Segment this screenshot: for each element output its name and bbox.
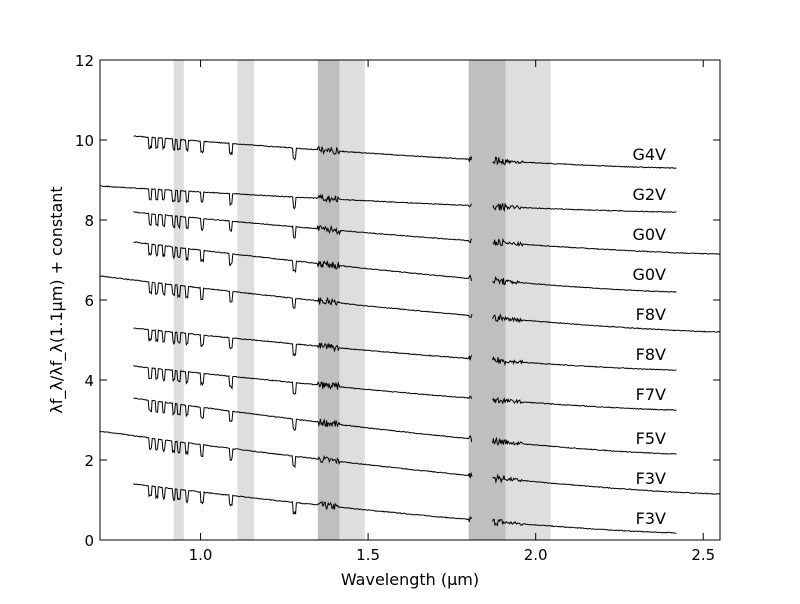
spectrum-label-6: G0V bbox=[632, 265, 666, 284]
spectra-series: F3V F3V F5V F7V F8V F8V G0V G0V G2V G4V bbox=[100, 136, 720, 533]
spectrum-4 bbox=[134, 328, 677, 370]
plot-frame bbox=[100, 60, 720, 540]
spectrum-1 bbox=[100, 431, 720, 494]
spectrum-0 bbox=[134, 484, 677, 533]
y-tick-label-1: 2 bbox=[84, 452, 94, 470]
spectrum-label-0: F3V bbox=[636, 509, 666, 528]
spectrum-label-2: F5V bbox=[636, 429, 666, 448]
spectrum-9 bbox=[134, 136, 677, 168]
x-tick-label-1: 1.5 bbox=[356, 546, 380, 564]
y-axis-label: λf_λ/λf_λ(1.1μm) + constant bbox=[47, 186, 67, 413]
y-tick-label-3: 6 bbox=[84, 292, 94, 310]
band-5 bbox=[506, 60, 551, 540]
y-tick-label-4: 8 bbox=[84, 212, 94, 230]
spectrum-label-7: G0V bbox=[632, 225, 666, 244]
band-0 bbox=[174, 60, 184, 540]
x-tick-label-0: 1.0 bbox=[189, 546, 213, 564]
x-tick-label-2: 2.0 bbox=[524, 546, 548, 564]
spectrum-label-4: F8V bbox=[636, 345, 666, 364]
axis-ticks: 1.0 1.5 2.0 2.5 0 2 4 6 8 10 12 bbox=[75, 52, 720, 564]
band-3 bbox=[340, 60, 365, 540]
spectrum-8 bbox=[100, 186, 676, 213]
spectrum-6 bbox=[134, 242, 677, 292]
spectrum-5 bbox=[100, 276, 720, 332]
y-tick-label-0: 0 bbox=[84, 532, 94, 550]
x-tick-label-3: 2.5 bbox=[691, 546, 715, 564]
spectrum-label-8: G2V bbox=[632, 185, 666, 204]
y-tick-label-2: 4 bbox=[84, 372, 94, 390]
x-axis-label: Wavelength (μm) bbox=[341, 570, 479, 589]
spectrum-label-1: F3V bbox=[636, 469, 666, 488]
band-1 bbox=[237, 60, 254, 540]
y-tick-label-5: 10 bbox=[75, 132, 94, 150]
spectrum-label-3: F7V bbox=[636, 385, 666, 404]
spectrum-label-9: G4V bbox=[632, 145, 666, 164]
spectrum-label-5: F8V bbox=[636, 305, 666, 324]
band-4 bbox=[469, 60, 506, 540]
spectrum-3 bbox=[134, 366, 677, 411]
y-tick-label-6: 12 bbox=[75, 52, 94, 70]
